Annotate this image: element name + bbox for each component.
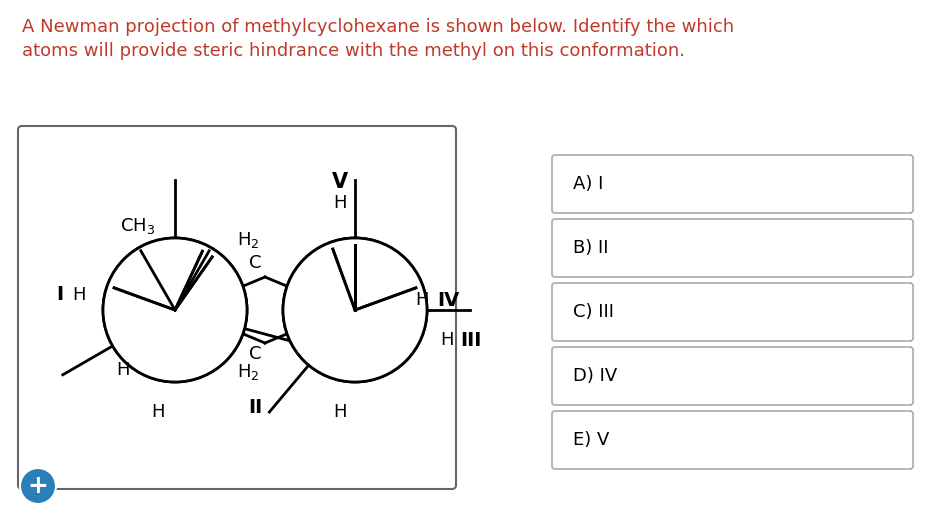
FancyBboxPatch shape [552, 411, 913, 469]
Text: H: H [117, 361, 130, 379]
Circle shape [103, 238, 247, 382]
Text: IV: IV [437, 290, 459, 309]
Circle shape [103, 238, 247, 382]
Text: D) IV: D) IV [573, 367, 618, 385]
Text: atoms will provide steric hindrance with the methyl on this conformation.: atoms will provide steric hindrance with… [22, 42, 685, 60]
FancyBboxPatch shape [552, 219, 913, 277]
Text: III: III [460, 331, 482, 350]
Text: E) V: E) V [573, 431, 609, 449]
Circle shape [283, 238, 427, 382]
Text: V: V [332, 172, 348, 192]
Circle shape [20, 468, 56, 504]
Text: H: H [333, 403, 347, 421]
Text: A) I: A) I [573, 175, 603, 193]
Text: CH$_3$: CH$_3$ [121, 216, 156, 236]
FancyBboxPatch shape [18, 126, 456, 489]
Text: C: C [249, 254, 261, 272]
Text: H: H [72, 286, 86, 304]
Text: H: H [151, 403, 164, 421]
Text: +: + [28, 474, 48, 498]
Text: H$_2$: H$_2$ [237, 230, 259, 250]
Text: H: H [333, 194, 347, 212]
FancyBboxPatch shape [552, 155, 913, 213]
Text: II: II [248, 398, 262, 417]
Text: C: C [249, 345, 261, 363]
FancyBboxPatch shape [552, 347, 913, 405]
Circle shape [283, 238, 427, 382]
Text: H$_2$: H$_2$ [237, 362, 259, 382]
Text: H: H [416, 291, 435, 309]
Text: C) III: C) III [573, 303, 614, 321]
Text: B) II: B) II [573, 239, 609, 257]
Text: A Newman projection of methylcyclohexane is shown below. Identify the which: A Newman projection of methylcyclohexane… [22, 18, 734, 36]
FancyBboxPatch shape [552, 283, 913, 341]
Text: I: I [56, 286, 63, 305]
Text: H: H [440, 331, 453, 349]
